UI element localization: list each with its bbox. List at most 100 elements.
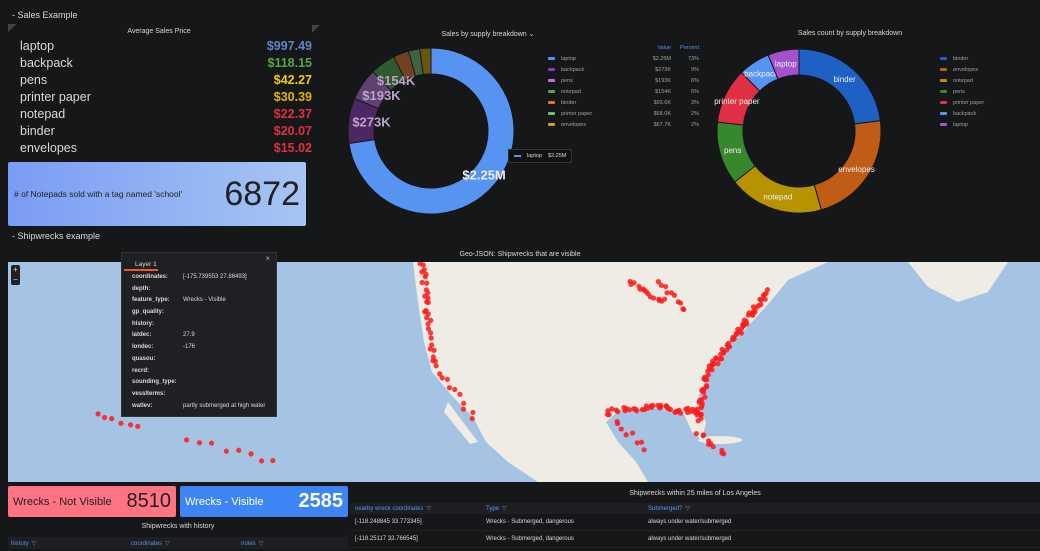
shipwreck-marker[interactable] [184,437,189,442]
legend-item[interactable]: printer paper $68.0K 2% [548,108,699,119]
shipwreck-marker[interactable] [431,348,436,353]
funnel-icon[interactable]: ▽ [502,506,507,512]
shipwreck-marker[interactable] [95,411,100,416]
shipwreck-marker[interactable] [426,321,431,326]
shipwreck-marker[interactable] [631,280,636,285]
legend-item[interactable]: laptop67936% [940,119,1040,130]
sales-pie-chart[interactable]: $2.25M$273K$193K$154K [318,40,548,225]
shipwreck-marker[interactable] [270,458,275,463]
shipwreck-marker[interactable] [696,418,701,423]
legend-item[interactable]: binder2549323% [940,53,1040,64]
shipwreck-marker[interactable] [128,422,133,427]
shipwreck-marker[interactable] [434,363,439,368]
column-header[interactable]: nearby wreck coordinates ▽ [350,505,481,512]
shipwreck-marker[interactable] [109,416,114,421]
shipwreck-marker[interactable] [440,375,445,380]
pie-slice-notepad[interactable] [735,166,821,213]
tab-layer-1[interactable]: Layer 1 [122,253,276,271]
shipwreck-marker[interactable] [678,300,683,305]
legend-item[interactable]: pens $193K 6% [548,75,699,86]
shipwreck-marker[interactable] [701,432,706,437]
legend-item[interactable]: binder $93.6K 3% [548,97,699,108]
legend-item[interactable]: backpack $273K 9% [548,64,699,75]
funnel-icon[interactable]: ▽ [685,506,690,512]
zoom-out-button[interactable]: − [11,275,20,285]
shipwreck-marker[interactable] [642,447,647,452]
column-header[interactable]: history ▽ [8,540,128,547]
shipwreck-marker[interactable] [209,441,214,446]
shipwreck-marker[interactable] [423,274,428,279]
funnel-icon[interactable]: ▽ [32,541,37,547]
shipwreck-marker[interactable] [659,283,664,288]
shipwreck-marker[interactable] [429,336,434,341]
section-sales-toggle[interactable]: - Sales Example [12,10,78,20]
shipwreck-marker[interactable] [631,406,636,411]
column-header[interactable]: coordinates ▽ [128,540,238,547]
shipwreck-marker[interactable] [674,409,679,414]
legend-item[interactable]: pens1376612% [940,86,1040,97]
shipwreck-marker[interactable] [664,403,669,408]
shipwreck-marker[interactable] [135,424,140,429]
shipwreck-marker[interactable] [701,390,706,395]
funnel-icon[interactable]: ▽ [426,506,431,512]
shipwreck-marker[interactable] [607,412,612,417]
shipwreck-marker[interactable] [751,304,756,309]
count-pie-chart[interactable]: binderenvelopesnotepadpensprinter paperb… [680,40,920,225]
legend-item[interactable]: laptop $2.25M 73% [548,53,699,64]
shipwreck-marker[interactable] [730,337,735,342]
shipwreck-marker[interactable] [757,297,762,302]
shipwreck-marker[interactable] [420,280,425,285]
shipwreck-marker[interactable] [619,426,624,431]
shipwreck-marker[interactable] [457,392,462,397]
shipwreck-marker[interactable] [681,307,686,312]
shipwreck-marker[interactable] [683,407,688,412]
shipwreck-marker[interactable] [672,293,677,298]
shipwreck-marker[interactable] [758,302,763,307]
shipwreck-marker[interactable] [424,281,429,286]
shipwreck-marker[interactable] [762,292,767,297]
legend-item[interactable]: backpack69186% [940,108,1040,119]
shipwreck-marker[interactable] [615,409,620,414]
shipwreck-marker[interactable] [630,430,635,435]
shipwreck-marker[interactable] [651,295,656,300]
zoom-in-button[interactable]: + [11,265,20,275]
shipwreck-marker[interactable] [639,440,644,445]
pie-slice-binder[interactable] [799,49,880,124]
shipwreck-marker[interactable] [236,448,241,453]
funnel-icon[interactable]: ▽ [259,541,264,547]
shipwreck-marker[interactable] [694,431,699,436]
shipwreck-marker[interactable] [615,421,620,426]
shipwreck-marker[interactable] [470,416,475,421]
shipwreck-marker[interactable] [118,421,123,426]
legend-item[interactable]: envelopes $67.7K 2% [548,119,699,130]
shipwreck-marker[interactable] [470,410,475,415]
shipwreck-marker[interactable] [711,444,716,449]
shipwreck-marker[interactable] [721,350,726,355]
shipwreck-marker[interactable] [623,432,628,437]
shipwreck-marker[interactable] [102,415,107,420]
shipwreck-marker[interactable] [428,330,433,335]
column-header[interactable]: Submerged? ▽ [643,505,943,512]
shipwreck-marker[interactable] [640,407,645,412]
legend-item[interactable]: notepad2072719% [940,75,1040,86]
shipwreck-marker[interactable] [644,289,649,294]
shipwreck-marker[interactable] [445,377,450,382]
shipwreck-marker[interactable] [197,440,202,445]
shipwreck-marker[interactable] [461,401,466,406]
shipwreck-marker[interactable] [662,297,667,302]
sales-pie-title[interactable]: Sales by supply breakdown ⌄ [318,30,658,38]
shipwreck-marker[interactable] [224,449,229,454]
shipwreck-marker[interactable] [447,385,452,390]
shipwreck-marker[interactable] [259,458,264,463]
shipwreck-marker[interactable] [719,450,724,455]
column-header[interactable]: notes ▽ [238,540,348,547]
shipwreck-marker[interactable] [655,403,660,408]
shipwreck-marker[interactable] [433,359,438,364]
shipwreck-marker[interactable] [621,405,626,410]
shipwreck-marker[interactable] [702,377,707,382]
column-header[interactable]: Type ▽ [481,505,643,512]
panel-info-corner[interactable] [8,24,16,32]
funnel-icon[interactable]: ▽ [165,541,170,547]
shipwreck-marker[interactable] [426,300,431,305]
legend-item[interactable]: envelopes2507823% [940,64,1040,75]
